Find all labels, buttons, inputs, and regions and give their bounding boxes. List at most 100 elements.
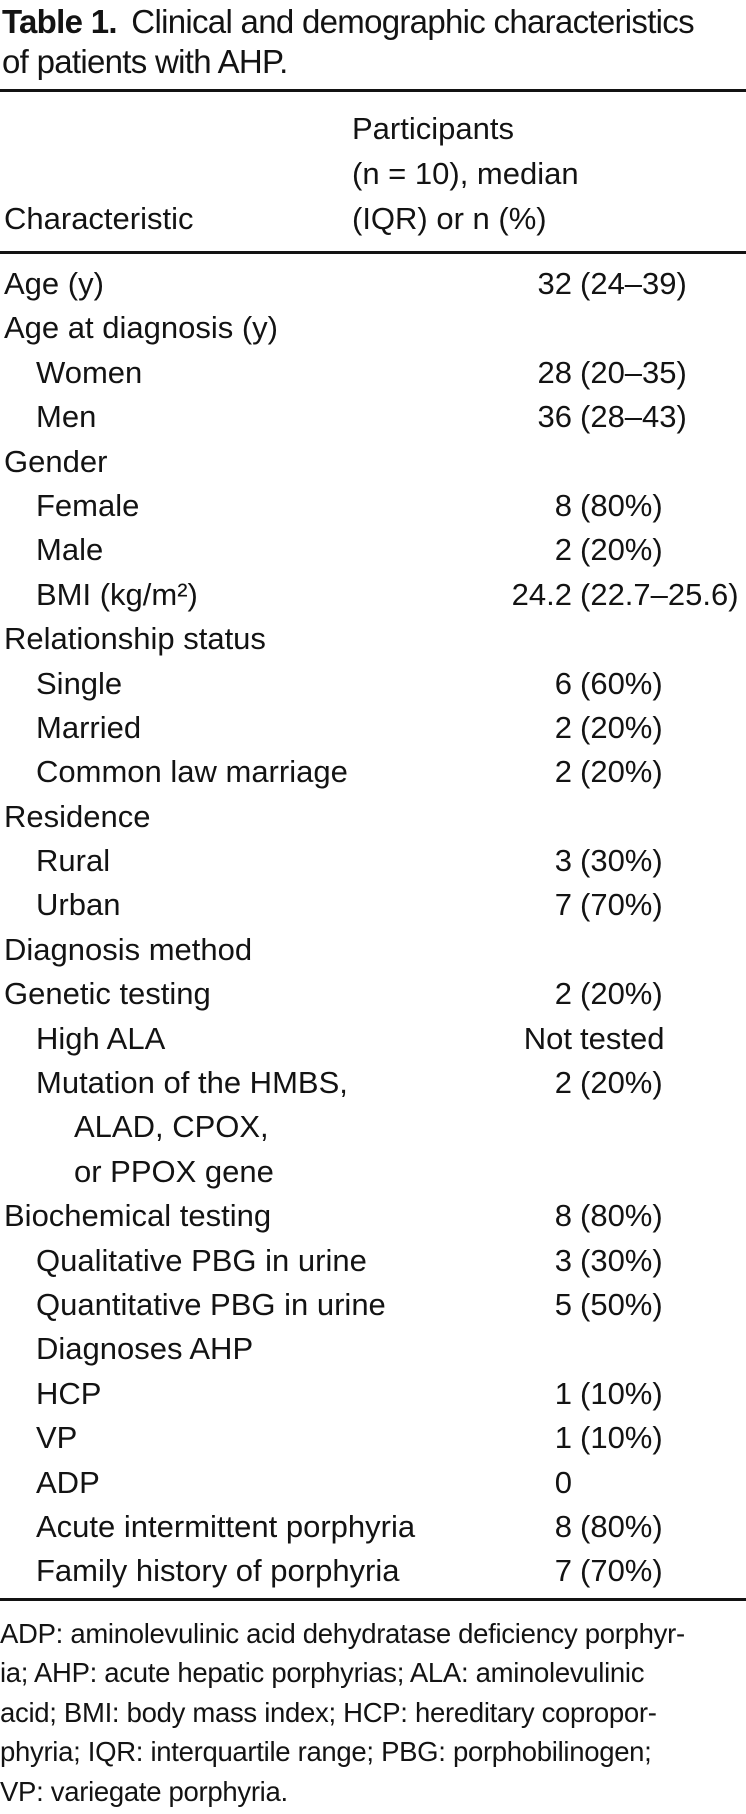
row-value: 2 (20%) bbox=[352, 706, 746, 750]
table-caption: Table 1. Clinical and demographic charac… bbox=[0, 0, 746, 82]
table-row: Quantitative PBG in urine 5 (50%) bbox=[0, 1283, 746, 1327]
column-header-participants-line1: Participants bbox=[352, 111, 514, 146]
row-label: HCP bbox=[36, 1375, 102, 1411]
footnote-rule bbox=[0, 1597, 746, 1601]
table-header: Characteristic Participants (n = 10), me… bbox=[0, 92, 746, 251]
row-value-range: (10%) bbox=[580, 1375, 663, 1411]
table-caption-text: Clinical and demographic characteristics bbox=[122, 3, 694, 40]
row-label: High ALA bbox=[36, 1020, 166, 1056]
footnote-line: phyria; IQR: interquartile range; PBG: p… bbox=[0, 1736, 652, 1768]
row-value-range: (70%) bbox=[580, 1553, 663, 1589]
row-value: 32 (24–39) bbox=[352, 262, 746, 306]
row-value: 24.2 (22.7–25.6) bbox=[352, 573, 746, 617]
row-value: 8 (80%) bbox=[352, 1194, 746, 1238]
row-value-range: (22.7–25.6) bbox=[580, 576, 739, 612]
row-value-number: 2 bbox=[554, 1065, 572, 1101]
row-value: 2 (20%) bbox=[352, 972, 746, 1016]
table-row: Qualitative PBG in urine 3 (30%) bbox=[0, 1239, 746, 1283]
row-value: 8 (80%) bbox=[352, 1505, 746, 1549]
table-row: Biochemical testing 8 (80%) bbox=[0, 1194, 746, 1238]
row-value-range: (30%) bbox=[580, 1242, 663, 1278]
row-value-number: 32 bbox=[537, 266, 572, 301]
row-value-number: 8 bbox=[554, 1198, 572, 1234]
table-row: Rural 3 (30%) bbox=[0, 839, 746, 883]
row-value-range: (24–39) bbox=[580, 266, 687, 301]
table-row: Genetic testing 2 (20%) bbox=[0, 972, 746, 1016]
table-row: Married 2 (20%) bbox=[0, 706, 746, 750]
row-value-number: 8 bbox=[554, 487, 572, 523]
row-value-number: 7 bbox=[554, 1553, 572, 1589]
row-label: Women bbox=[36, 354, 143, 390]
row-label: Urban bbox=[36, 887, 121, 923]
row-value-number: Not bbox=[523, 1020, 572, 1056]
row-value: Not tested bbox=[352, 1017, 746, 1061]
row-label: ALAD, CPOX, bbox=[74, 1109, 269, 1145]
row-label: Single bbox=[36, 665, 123, 701]
row-value-number: 28 bbox=[537, 354, 572, 390]
row-label: Female bbox=[36, 487, 140, 523]
row-value-number: 7 bbox=[554, 887, 572, 923]
row-value-range: (10%) bbox=[580, 1420, 663, 1456]
column-header-participants-line3: (IQR) or n (%) bbox=[352, 201, 547, 236]
row-label: Qualitative PBG in urine bbox=[36, 1242, 367, 1278]
table-row: Diagnosis method bbox=[0, 928, 746, 972]
row-value-number: 2 bbox=[554, 532, 572, 568]
row-value-number: 1 bbox=[554, 1375, 572, 1411]
table-row: Mutation of the HMBS, 2 (20%) bbox=[0, 1061, 746, 1105]
row-value: 36 (28–43) bbox=[352, 395, 746, 439]
table-row: Age at diagnosis (y) bbox=[0, 306, 746, 350]
footnote-line: VP: variegate porphyria. bbox=[0, 1775, 288, 1807]
row-value-range: (20–35) bbox=[580, 354, 687, 390]
row-label: Biochemical testing bbox=[4, 1198, 272, 1234]
table-row: Common law marriage 2 (20%) bbox=[0, 750, 746, 794]
row-value-number: 8 bbox=[554, 1508, 572, 1544]
row-value-range: (20%) bbox=[580, 754, 663, 790]
row-value-number: 3 bbox=[554, 843, 572, 879]
row-label: Acute intermittent porphyria bbox=[36, 1508, 416, 1544]
row-value-number: 0 bbox=[554, 1464, 572, 1500]
table-row: Male 2 (20%) bbox=[0, 528, 746, 572]
row-value-range: (20%) bbox=[580, 976, 663, 1012]
row-label: Family history of porphyria bbox=[36, 1553, 400, 1589]
table-row: Gender bbox=[0, 440, 746, 484]
row-label: VP bbox=[36, 1420, 78, 1456]
row-value-range: (30%) bbox=[580, 843, 663, 879]
row-value-range: (20%) bbox=[580, 532, 663, 568]
row-value-range: (70%) bbox=[580, 887, 663, 923]
row-label: or PPOX gene bbox=[74, 1153, 274, 1189]
table-row: Men 36 (28–43) bbox=[0, 395, 746, 439]
table-row: Acute intermittent porphyria 8 (80%) bbox=[0, 1505, 746, 1549]
row-label: Age at diagnosis (y) bbox=[4, 310, 278, 346]
row-value-range: (20%) bbox=[580, 1065, 663, 1101]
row-value-range: (80%) bbox=[580, 1508, 663, 1544]
row-label: Gender bbox=[4, 443, 108, 479]
table-caption-number: Table 1. bbox=[2, 3, 118, 40]
row-label: Male bbox=[36, 532, 104, 568]
table-row: Diagnoses AHP bbox=[0, 1327, 746, 1371]
table-row: Urban 7 (70%) bbox=[0, 883, 746, 927]
row-value-number: 36 bbox=[537, 399, 572, 435]
row-value: 2 (20%) bbox=[352, 528, 746, 572]
row-value-number: 2 bbox=[554, 754, 572, 790]
header-rule bbox=[0, 251, 746, 254]
row-label: BMI (kg/m²) bbox=[36, 576, 198, 612]
column-header-participants: Participants (n = 10), median (IQR) or n… bbox=[352, 106, 746, 241]
table-row: Residence bbox=[0, 795, 746, 839]
row-value: 3 (30%) bbox=[352, 1239, 746, 1283]
row-value-number: 24.2 bbox=[511, 576, 572, 612]
table-caption-text-line2: of patients with AHP. bbox=[2, 43, 288, 80]
row-value-number: 2 bbox=[554, 709, 572, 745]
column-header-characteristic: Characteristic bbox=[4, 201, 194, 236]
footnote-line: ia; AHP: acute hepatic porphyrias; ALA: … bbox=[0, 1657, 645, 1689]
row-value-number: 1 bbox=[554, 1420, 572, 1456]
row-value-range: tested bbox=[580, 1020, 665, 1056]
table-row: High ALA Not tested bbox=[0, 1017, 746, 1061]
row-label: Age (y) bbox=[4, 266, 104, 301]
column-header-participants-line2: (n = 10), median bbox=[352, 156, 579, 191]
table-row: ADP 0 bbox=[0, 1461, 746, 1505]
row-label: Common law marriage bbox=[36, 754, 348, 790]
table-row: HCP 1 (10%) bbox=[0, 1372, 746, 1416]
row-value: 2 (20%) bbox=[352, 750, 746, 794]
row-value-range: (28–43) bbox=[580, 399, 687, 435]
